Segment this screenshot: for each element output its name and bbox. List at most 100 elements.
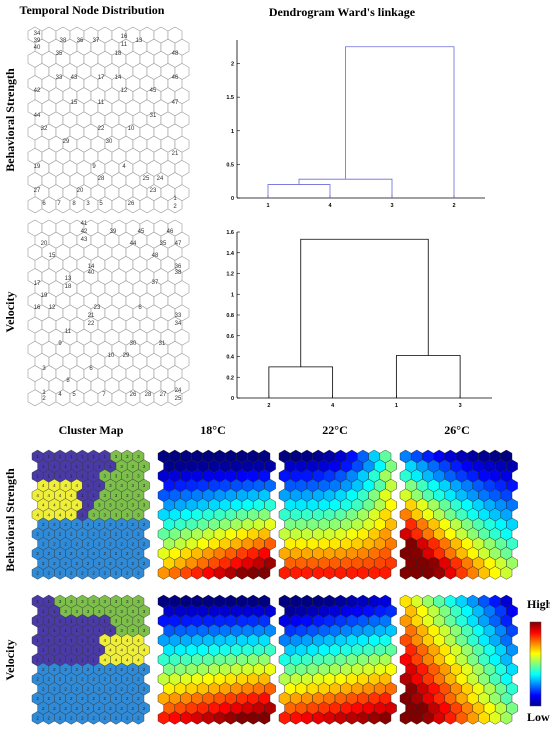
node-label: 36 [175,264,182,270]
node-label: 6 [138,305,142,311]
cluster-label: 2 [143,561,146,566]
cluster-label: 2 [42,706,45,711]
cluster-label: 1 [104,454,107,459]
hex-cell [167,389,183,407]
node-label: 28 [98,176,105,182]
node-label: 5 [99,201,103,207]
cluster-label: 2 [98,706,101,711]
cluster-label: 1 [109,628,112,633]
cluster-label: 3 [132,503,135,508]
node-label: 2 [173,204,177,210]
row-label: Behavioral Strength [3,68,17,172]
node-label: 1 [173,196,177,202]
node-label: 38 [60,38,67,44]
cluster-label: 3 [104,473,107,478]
node-label: 22 [88,321,95,327]
cluster-label: 3 [126,454,129,459]
cluster-label: 1 [81,512,84,517]
cluster-label: 2 [98,541,101,546]
cluster-label: 3 [76,609,79,614]
cluster-label: 2 [48,532,51,537]
cluster-label: 2 [132,706,135,711]
cluster-label: 2 [137,551,140,556]
node-label: 46 [167,229,174,235]
cluster-label: 3 [87,609,90,614]
cluster-label: 3 [120,503,123,508]
cluster-label: 4 [70,512,73,517]
cluster-label: 3 [104,512,107,517]
node-label: 38 [175,270,182,276]
cluster-label: 1 [92,473,95,478]
node-label: 44 [34,113,41,119]
cluster-label: 2 [109,667,112,672]
cluster-label: 4 [53,483,56,488]
node-label: 37 [152,280,159,286]
node-label: 6 [42,201,46,207]
cluster-label: 4 [143,648,146,653]
cluster-label: 1 [48,638,51,643]
cluster-label: 2 [92,532,95,537]
cluster-label: 1 [59,638,62,643]
cluster-label: 1 [48,454,51,459]
cluster-label: 2 [87,522,90,527]
cluster-label: 4 [36,493,39,498]
node-label: 8 [66,378,70,384]
cluster-label: 3 [120,628,123,633]
node-label: 21 [88,313,95,319]
cluster-label: 2 [115,715,118,720]
cluster-label: 1 [36,454,39,459]
cluster-label: 2 [126,551,129,556]
y-tick-label: 1 [231,292,234,298]
cluster-label: 2 [92,696,95,701]
cluster-label: 1 [64,628,67,633]
cluster-label: 1 [98,483,101,488]
node-label: 21 [172,151,179,157]
cluster-label: 3 [81,599,84,604]
cluster-label: 2 [132,667,135,672]
node-label: 4 [58,392,62,398]
node-label: 8 [72,201,76,207]
cluster-label: 4 [115,657,118,662]
x-tick-label: 2 [267,403,270,409]
dendrogram-link [268,366,334,398]
x-tick-label: 2 [452,203,455,209]
cluster-label: 2 [53,706,56,711]
heat-cell [379,566,392,580]
y-tick-label: 1.4 [226,251,235,257]
cluster-label: 1 [70,473,73,478]
cluster-cell [132,711,145,725]
node-label: 48 [152,253,159,259]
node-label: 33 [175,313,182,319]
cluster-label: 2 [115,532,118,537]
cluster-label: 2 [115,551,118,556]
cluster-label: 2 [120,541,123,546]
cluster-label: 4 [76,483,79,488]
cluster-label: 2 [59,696,62,701]
cluster-label: 4 [42,503,45,508]
node-label: 34 [34,31,41,37]
cluster-label: 3 [126,473,129,478]
cluster-label: 2 [92,570,95,575]
cluster-label: 4 [76,503,79,508]
x-tick-label: 1 [395,403,398,409]
cluster-label: 1 [70,618,73,623]
node-label: 12 [49,305,56,311]
cluster-label: 1 [70,638,73,643]
x-tick-label: 4 [328,203,332,209]
cluster-label: 1 [81,493,84,498]
cluster-label: 2 [42,522,45,527]
cluster-label: 1 [98,648,101,653]
cluster-label: 3 [126,618,129,623]
cluster-label: 1 [98,628,101,633]
cluster-label: 3 [137,473,140,478]
cluster-label: 3 [109,609,112,614]
node-label: 27 [34,188,41,194]
cluster-label: 2 [137,677,140,682]
cluster-label: 2 [64,667,67,672]
node-label: 3 [86,201,90,207]
node-label: 31 [150,113,157,119]
node-label: 39 [34,38,41,44]
node-label: 35 [56,51,63,57]
cluster-label: 2 [76,561,79,566]
cluster-label: 1 [36,657,39,662]
